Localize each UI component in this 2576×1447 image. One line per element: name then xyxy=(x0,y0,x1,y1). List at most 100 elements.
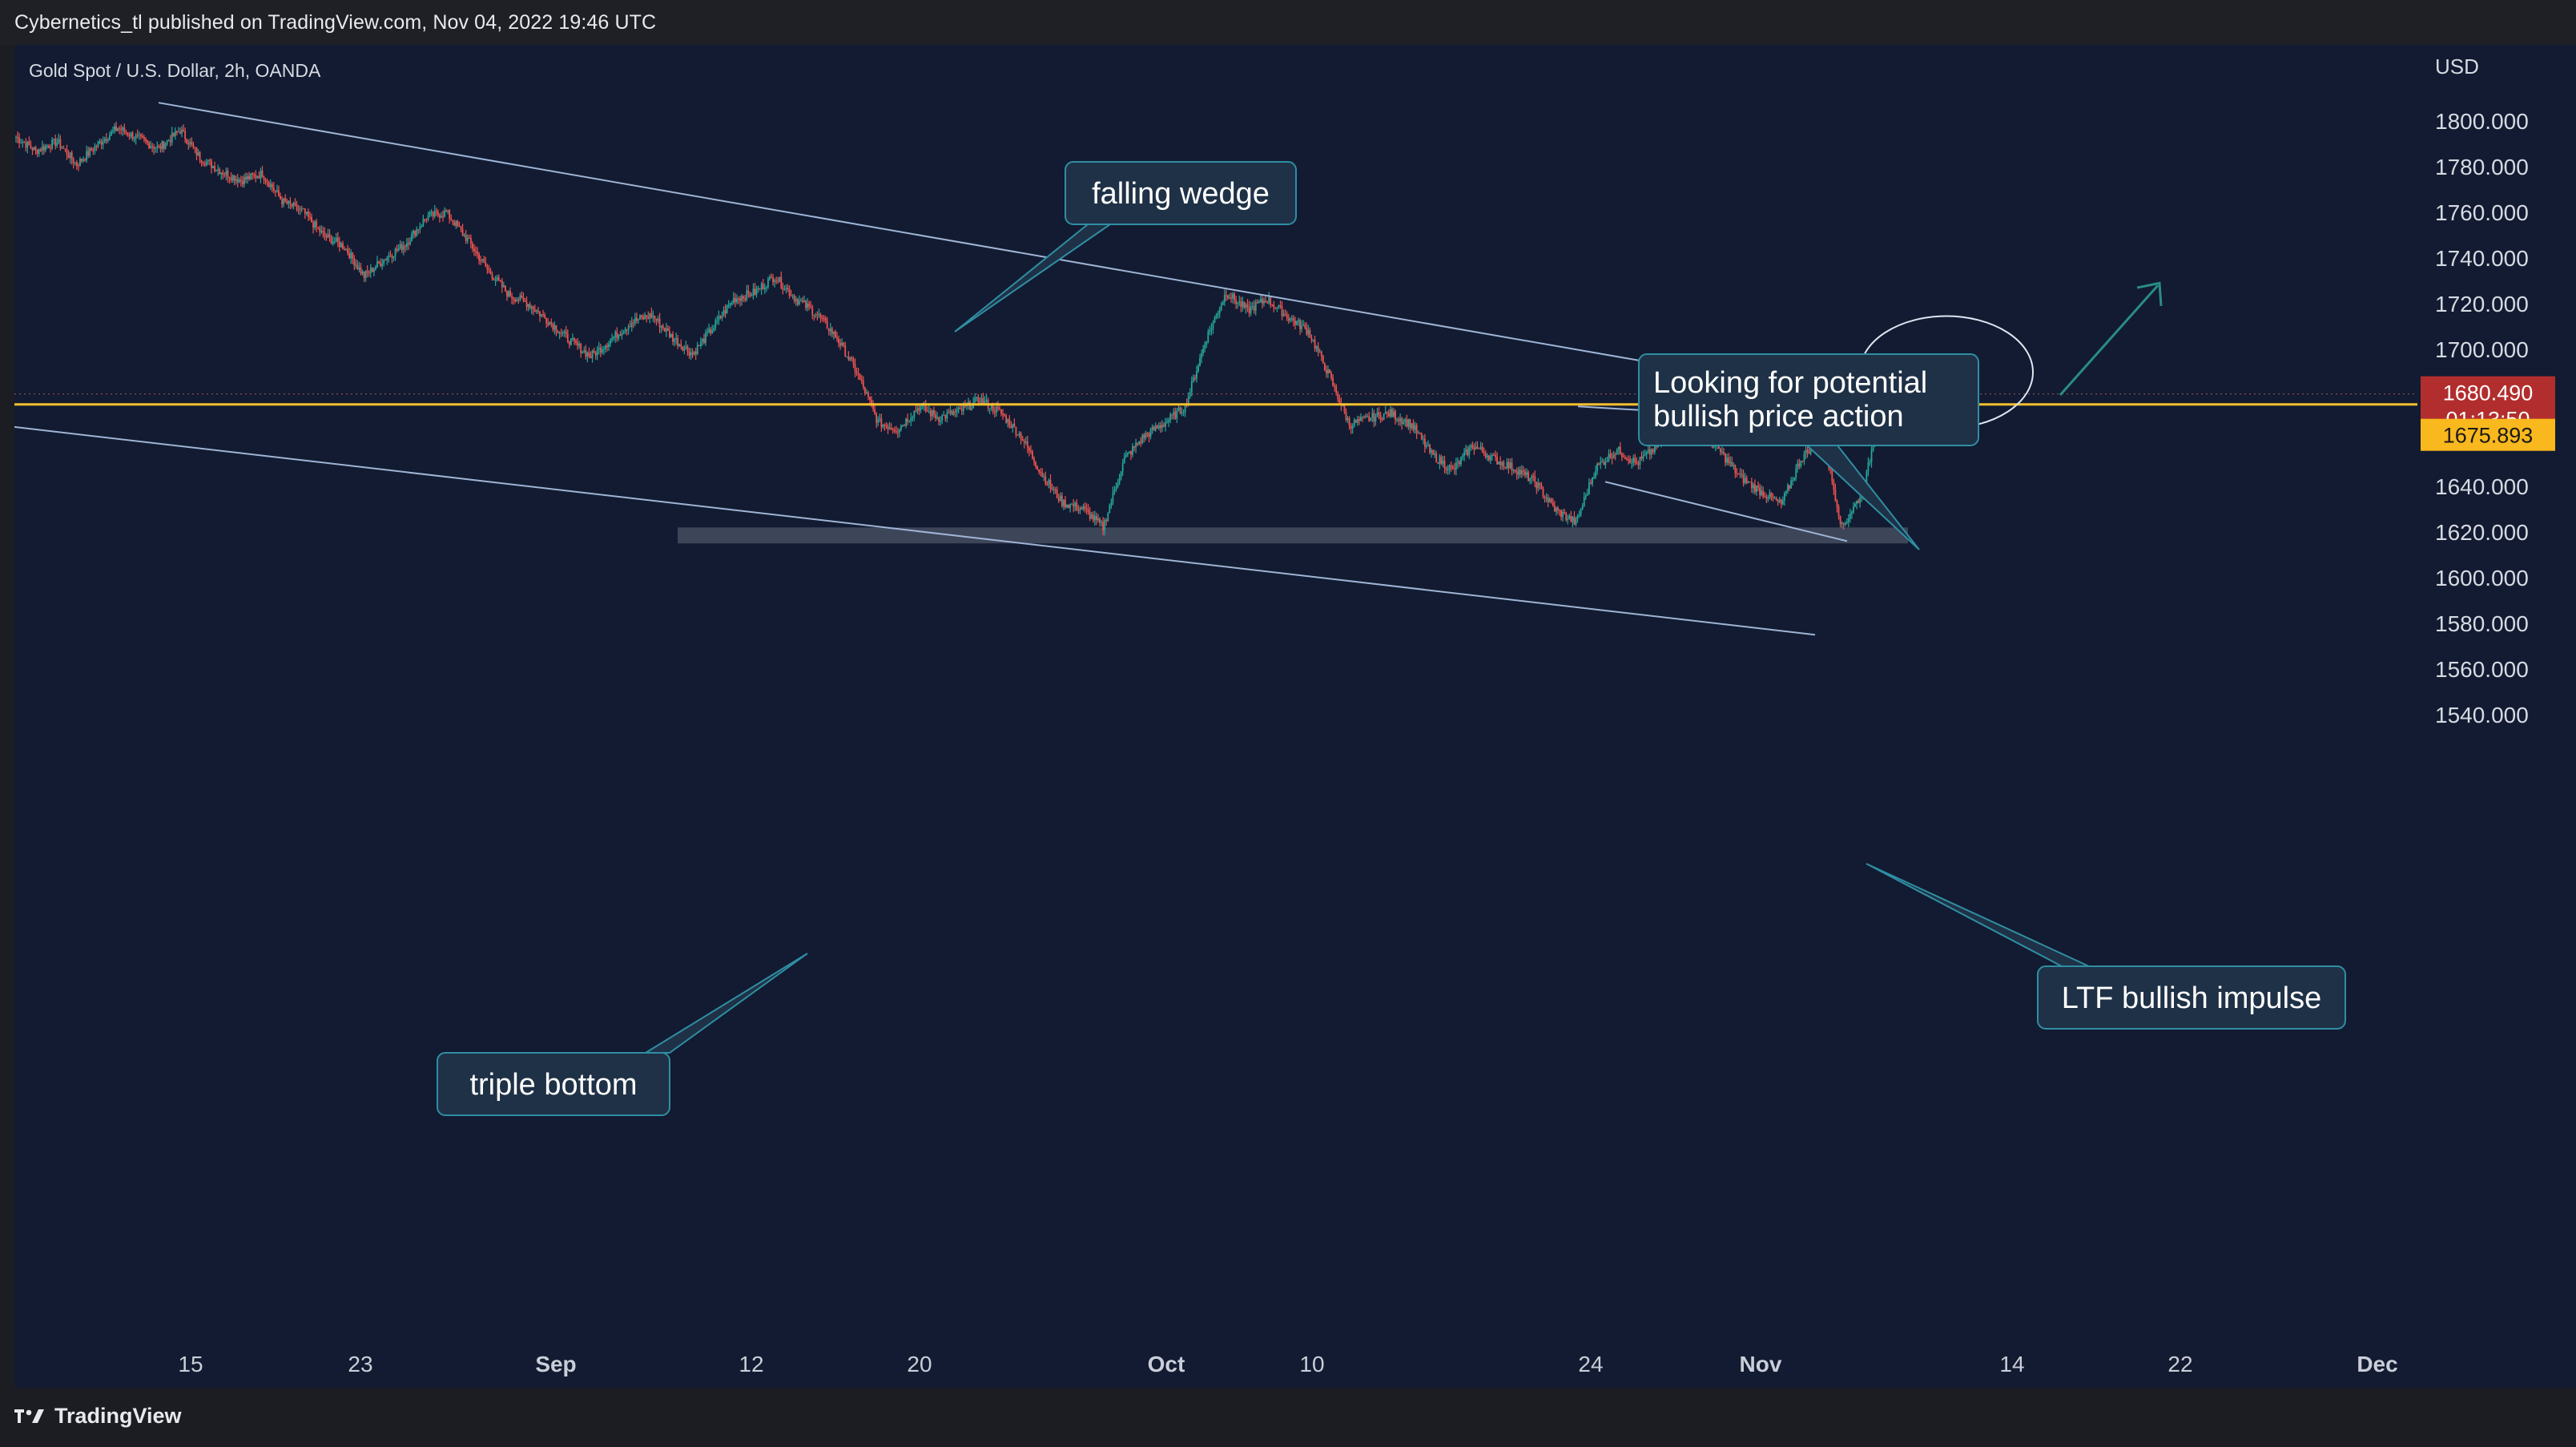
candle-body xyxy=(610,340,611,345)
candle-body xyxy=(732,297,735,303)
candle-body xyxy=(1772,497,1774,498)
candle-body xyxy=(1317,346,1319,353)
candle-body xyxy=(627,326,630,330)
candle-body xyxy=(1130,451,1132,455)
candle-body xyxy=(1059,495,1061,502)
candle-body xyxy=(1133,445,1135,448)
candle-body xyxy=(406,243,408,248)
price-axis-scale[interactable]: USD 1800.000 1780.000 1760.000 1740.000 1720… xyxy=(2417,45,2576,1388)
y-tick-label: 1760.000 xyxy=(2435,200,2529,225)
tradingview-brand[interactable]: TradingView xyxy=(14,1404,182,1429)
candle-body xyxy=(1028,447,1030,451)
candle-body xyxy=(1805,449,1807,454)
candle-body xyxy=(225,171,227,175)
candle-body xyxy=(900,425,902,430)
candle-body xyxy=(774,280,775,283)
candle-body xyxy=(920,406,922,411)
candle-body xyxy=(297,209,300,211)
candle-body xyxy=(1572,517,1574,522)
candle-body xyxy=(1833,481,1835,490)
candle-body xyxy=(381,264,384,266)
candle-body xyxy=(916,408,919,412)
candle-body xyxy=(849,357,851,360)
candle-body xyxy=(549,321,551,325)
candle-body xyxy=(413,230,414,234)
candle-body xyxy=(319,228,321,232)
candle-body xyxy=(1391,409,1393,417)
publish-header: Cybernetics_tl published on TradingView.… xyxy=(0,0,2576,45)
candle-body xyxy=(1038,469,1040,472)
candle-body xyxy=(23,142,26,143)
candle-body xyxy=(626,328,628,330)
candle-body xyxy=(1470,445,1472,448)
candle-body xyxy=(606,345,608,347)
x-tick-label: 20 xyxy=(907,1352,932,1376)
candle-body xyxy=(1209,330,1211,332)
candle-body xyxy=(984,401,986,404)
chart-area[interactable]: falling wedge Looking for potential bullis… xyxy=(14,45,2417,1388)
candle-body xyxy=(624,328,626,333)
candle-body xyxy=(541,314,542,316)
candle-body xyxy=(1795,468,1797,478)
candle-body xyxy=(1851,512,1853,514)
candle-body xyxy=(762,284,764,290)
candle-body xyxy=(539,311,541,316)
x-tick-label: Dec xyxy=(2357,1352,2397,1376)
candle-body xyxy=(1570,515,1572,522)
candle-body xyxy=(1375,417,1377,422)
candle-body xyxy=(1806,449,1809,453)
candle-body xyxy=(1639,457,1641,466)
candle-body xyxy=(1424,438,1426,447)
x-tick-label: 14 xyxy=(1999,1352,2024,1376)
candle-body xyxy=(1332,377,1334,386)
candle-body xyxy=(718,316,720,320)
candle-body xyxy=(1007,418,1009,423)
candle-body xyxy=(187,143,190,145)
candle-body xyxy=(84,159,86,161)
candle-body xyxy=(437,212,439,216)
candle-body xyxy=(1412,423,1415,430)
candle-body xyxy=(358,267,360,270)
candle-body xyxy=(655,319,658,321)
candle-body xyxy=(585,350,587,357)
candle-body xyxy=(1720,449,1721,453)
candle-body xyxy=(760,284,763,289)
candle-body xyxy=(466,237,469,241)
price-axis[interactable]: USD 1800.000 1780.000 1760.000 1740.000 1720… xyxy=(2417,45,2576,1388)
candle-body xyxy=(1093,515,1096,521)
candle-body xyxy=(1775,498,1777,501)
candle-body xyxy=(1568,515,1571,519)
candle-body xyxy=(702,338,703,342)
candle-body xyxy=(1422,438,1424,440)
price-chart[interactable]: falling wedge Looking for potential bullis… xyxy=(14,45,2417,1388)
candle-body xyxy=(646,315,648,317)
candle-body xyxy=(164,143,167,149)
candle-body xyxy=(284,198,287,202)
candle-body xyxy=(457,220,459,227)
candle-body xyxy=(1486,455,1488,457)
candle-body xyxy=(135,135,137,139)
candle-body xyxy=(1061,495,1063,506)
candle-body xyxy=(852,359,855,365)
last-price-value: 1680.490 xyxy=(2443,381,2534,405)
candle-body xyxy=(1614,453,1616,455)
candle-body xyxy=(1066,504,1068,508)
candle-body xyxy=(1764,496,1766,498)
candle-body xyxy=(1504,466,1507,469)
candle-body xyxy=(688,351,690,356)
candle-body xyxy=(1079,508,1081,511)
candle-body xyxy=(713,327,715,331)
candle-body xyxy=(1511,462,1513,471)
candle-body xyxy=(1286,314,1288,319)
candle-body xyxy=(522,297,525,300)
candle-body xyxy=(94,146,96,151)
candle-body xyxy=(1637,463,1640,466)
candle-body xyxy=(111,131,112,135)
candle-body xyxy=(509,291,511,297)
candle-body xyxy=(383,259,385,264)
candle-body xyxy=(163,141,165,149)
candle-body xyxy=(1842,522,1845,525)
candle-body xyxy=(721,316,723,319)
candle-body xyxy=(912,417,914,419)
candle-body xyxy=(145,139,147,142)
